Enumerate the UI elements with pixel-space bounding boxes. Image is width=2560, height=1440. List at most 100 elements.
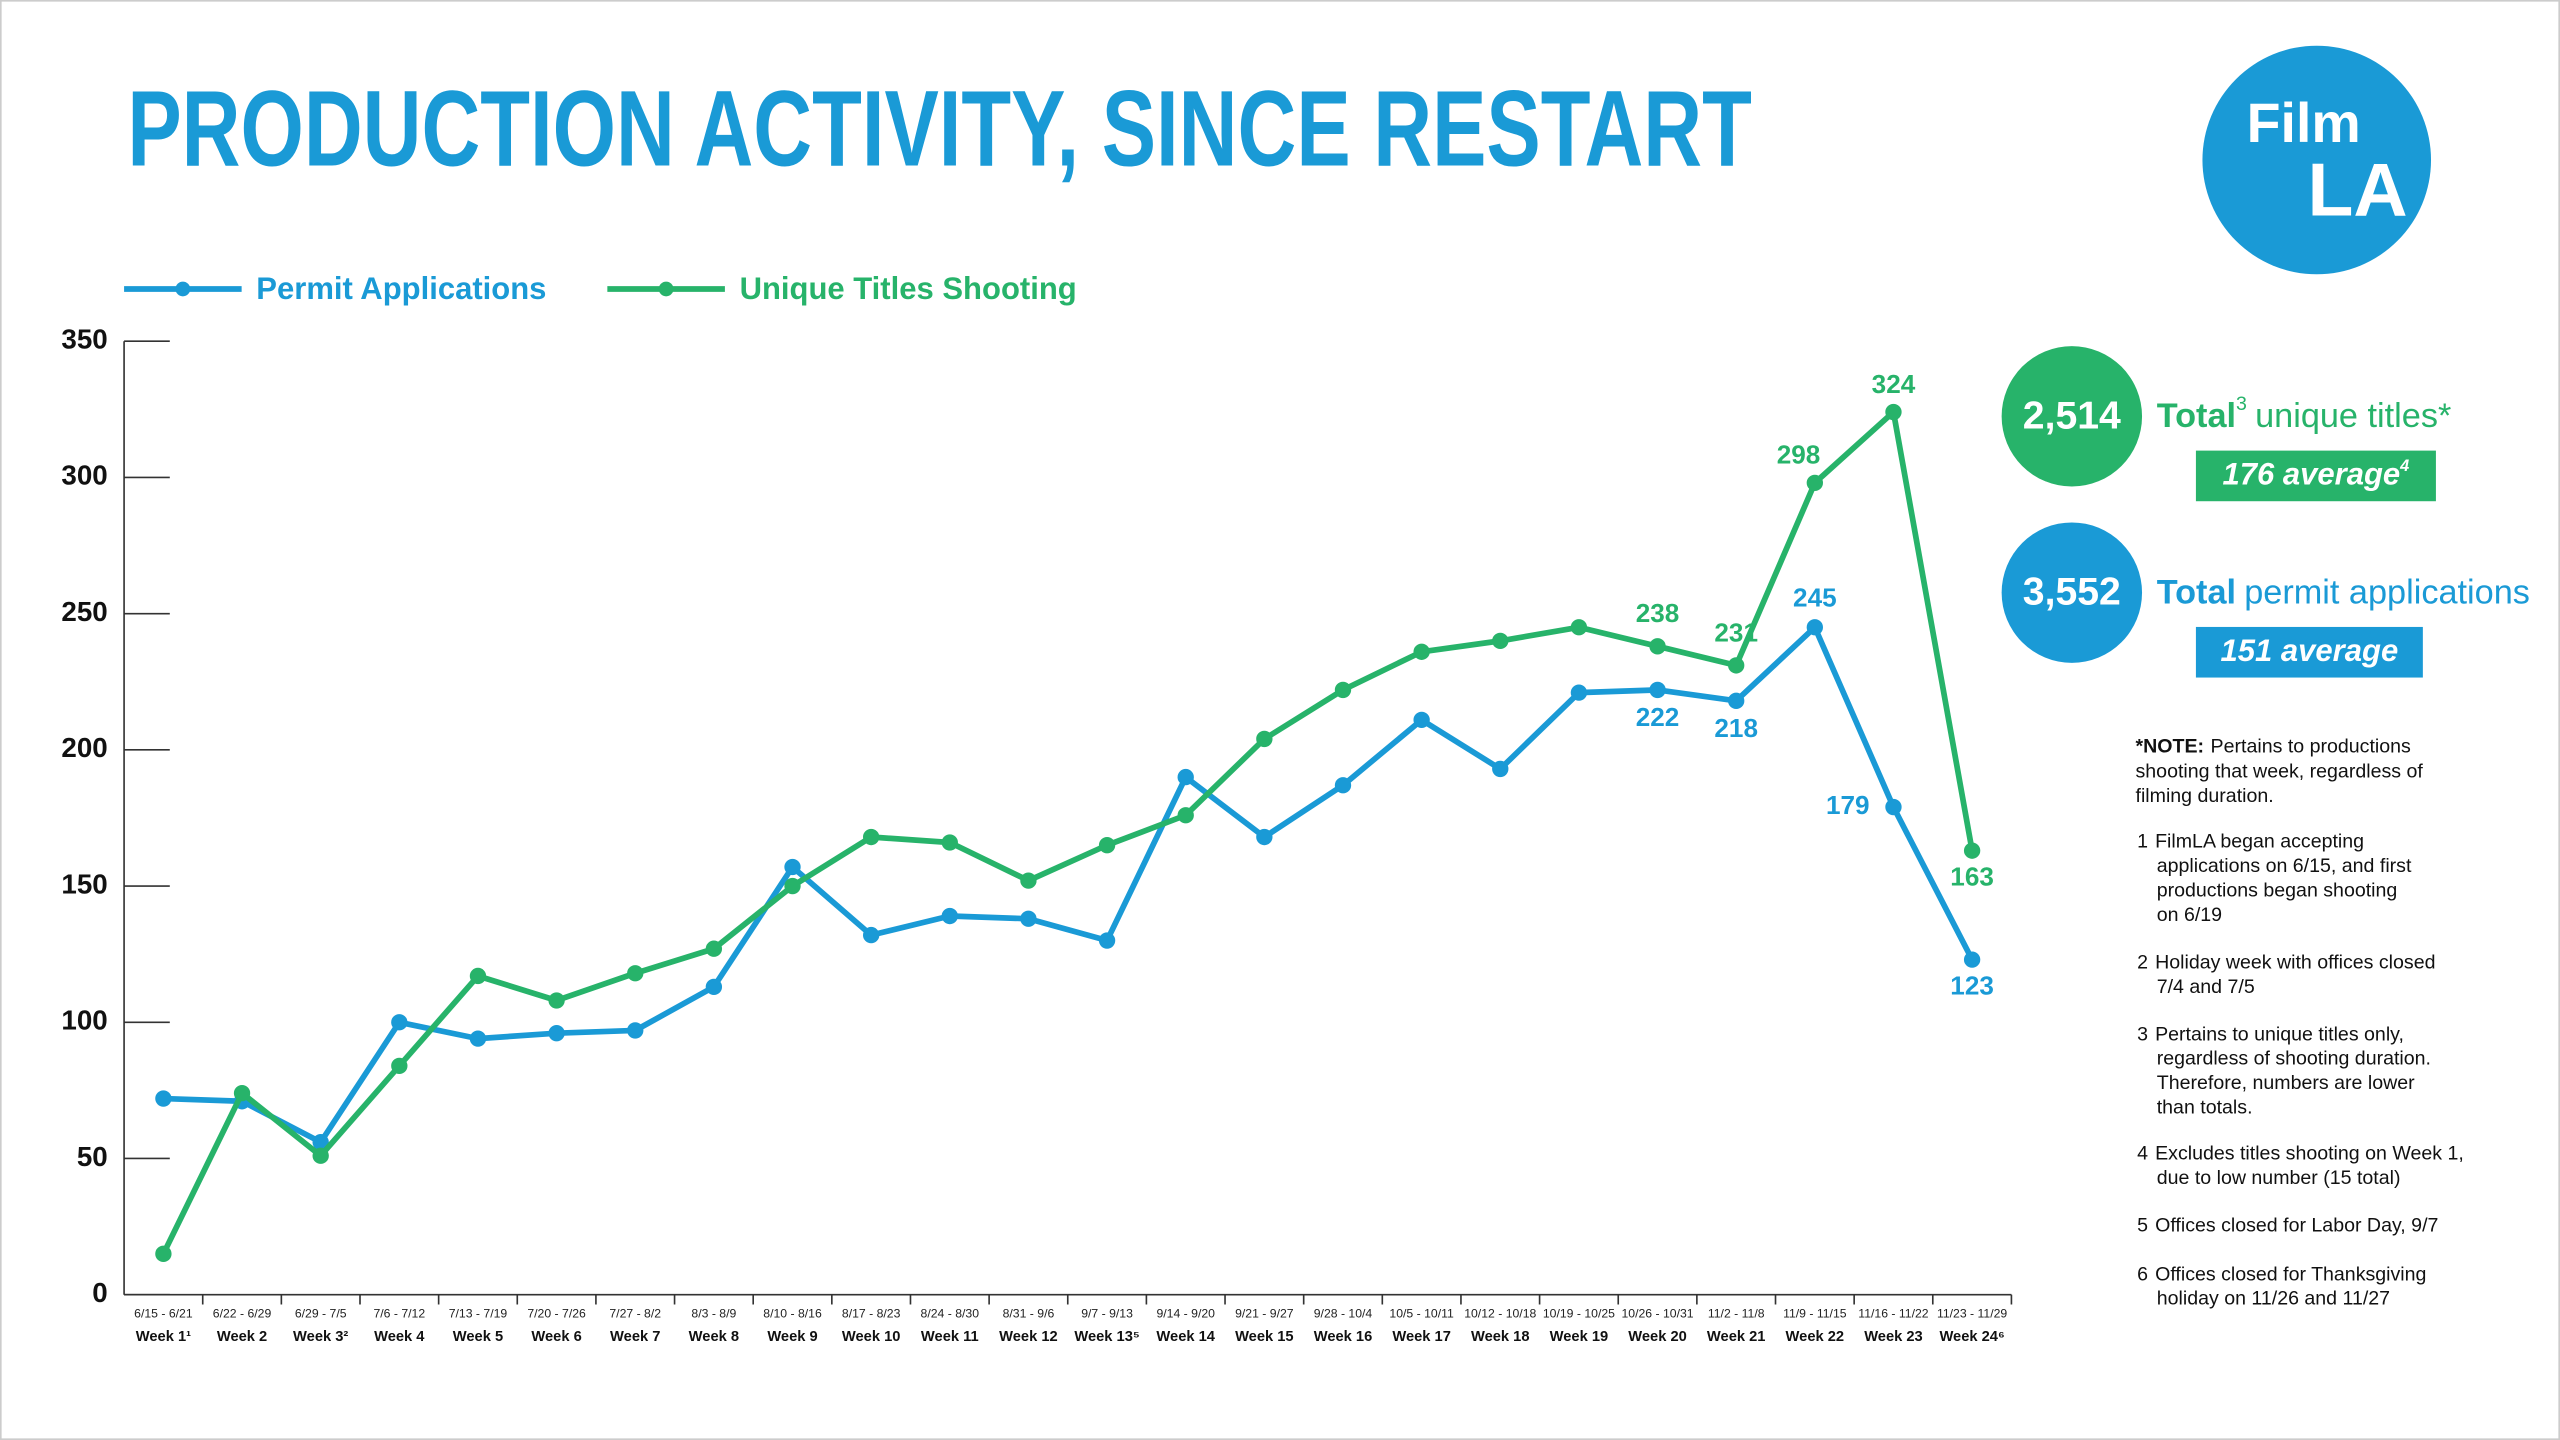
data-point [1334,681,1352,699]
stat-text: Total3 unique titles* [2157,393,2452,435]
footnote-number: 2 [2137,951,2148,973]
stat-average-text: 176 average [2223,457,2401,492]
data-point [1413,711,1430,729]
legend-label: Unique Titles Shooting [740,271,1077,306]
data-point [1020,910,1037,927]
x-tick-label: Week 19 [1550,1329,1609,1345]
y-tick-label: 200 [61,732,107,763]
footnote-text: Offices closed for Thanksgiving [2155,1263,2426,1285]
logo-text: Film [2247,92,2361,154]
footnote-number: 1 [2137,831,2148,853]
footnote-text: Pertains to unique titles only, [2155,1023,2404,1045]
data-point [312,1147,329,1164]
x-date-label: 7/27 - 8/2 [609,1307,661,1321]
x-tick-label: Week 13⁵ [1074,1329,1139,1345]
x-tick-label: Week 16 [1314,1329,1373,1345]
x-tick-label: Week 15 [1235,1329,1294,1345]
data-point [1413,643,1430,660]
data-point [391,1057,408,1075]
data-label: 218 [1714,713,1758,743]
data-point [469,967,487,985]
x-date-label: 8/3 - 8/9 [691,1307,736,1321]
x-date-label: 8/17 - 8/23 [842,1307,901,1321]
data-point [1177,807,1194,824]
data-point [1649,681,1666,699]
y-tick-label: 350 [61,324,107,355]
data-point [1492,632,1509,650]
data-label: 245 [1793,582,1837,612]
x-tick-label: Week 4 [374,1329,425,1345]
footnote-text: Holiday week with offices closed [2155,951,2435,973]
x-tick-label: Week 22 [1786,1329,1845,1345]
data-label: 298 [1777,440,1821,470]
data-point [155,1090,172,1107]
data-point [1177,768,1194,786]
data-point [705,978,723,996]
note-label: *NOTE: [2136,736,2205,758]
x-date-label: 9/21 - 9/27 [1235,1307,1294,1321]
y-tick-label: 250 [61,596,107,627]
x-date-label: 7/20 - 7/26 [527,1307,586,1321]
data-point [1098,837,1116,854]
x-tick-label: Week 6 [531,1329,581,1345]
x-date-label: 10/26 - 10/31 [1621,1307,1693,1321]
data-point [1256,730,1273,748]
footnote-number: 4 [2137,1142,2148,1164]
data-point [1570,619,1588,636]
data-point [1728,692,1745,709]
x-tick-label: Week 24⁶ [1939,1329,2004,1345]
x-date-label: 11/2 - 11/8 [1708,1307,1765,1321]
x-date-label: 6/22 - 6/29 [213,1307,272,1321]
x-tick-label: Week 9 [767,1329,817,1345]
data-point [1885,403,1902,421]
x-date-label: 9/7 - 9/13 [1081,1307,1133,1321]
data-point [391,1014,408,1031]
stat-average: 151 average [2221,633,2399,668]
x-date-label: 11/16 - 11/22 [1858,1307,1928,1321]
y-tick-label: 50 [77,1141,108,1172]
data-label: 163 [1950,861,1994,891]
note-line: *NOTE: Pertains to productions [2136,736,2412,758]
footnote-number: 3 [2137,1023,2148,1045]
y-tick-label: 100 [61,1005,107,1036]
logo-text: LA [2307,148,2407,232]
x-tick-label: Week 5 [453,1329,503,1345]
x-tick-label: Week 7 [610,1329,660,1345]
data-point [627,1022,644,1039]
x-tick-label: Week 2 [217,1329,267,1345]
data-point [233,1084,251,1102]
logo-circle [2202,45,2432,275]
data-point [155,1245,172,1262]
data-label: 123 [1950,970,1994,1000]
data-point [941,834,958,851]
stat-average: 176 average4 [2223,457,2410,492]
x-date-label: 10/12 - 10/18 [1464,1307,1536,1321]
footnote-number: 6 [2137,1263,2148,1285]
x-date-label: 6/15 - 6/21 [134,1307,193,1321]
stat-desc: permit applications [2244,573,2530,611]
data-point [1806,474,1823,492]
y-tick-label: 300 [61,460,107,491]
stat-sup: 4 [2399,457,2409,475]
series-line [163,624,1975,1145]
stat-value: 2,514 [2023,394,2121,437]
stat-average-box [2195,626,2423,678]
x-date-label: 10/5 - 10/11 [1389,1307,1454,1321]
footnote-text: than totals. [2157,1097,2253,1119]
data-label: 238 [1636,598,1680,628]
data-point [862,828,880,846]
data-point [1806,619,1823,636]
footnote-text: applications on 6/15, and first [2157,855,2412,877]
x-tick-label: Week 8 [689,1329,739,1345]
data-point [1492,760,1509,778]
x-tick-label: Week 10 [842,1329,901,1345]
data-point [1963,842,1981,859]
x-tick-label: Week 21 [1707,1329,1766,1345]
legend-label: Permit Applications [256,271,546,306]
x-date-label: 7/13 - 7/19 [449,1307,508,1321]
x-date-label: 10/19 - 10/25 [1543,1307,1615,1321]
y-tick-label: 0 [92,1277,107,1308]
note-line: shooting that week, regardless of [2136,760,2424,782]
